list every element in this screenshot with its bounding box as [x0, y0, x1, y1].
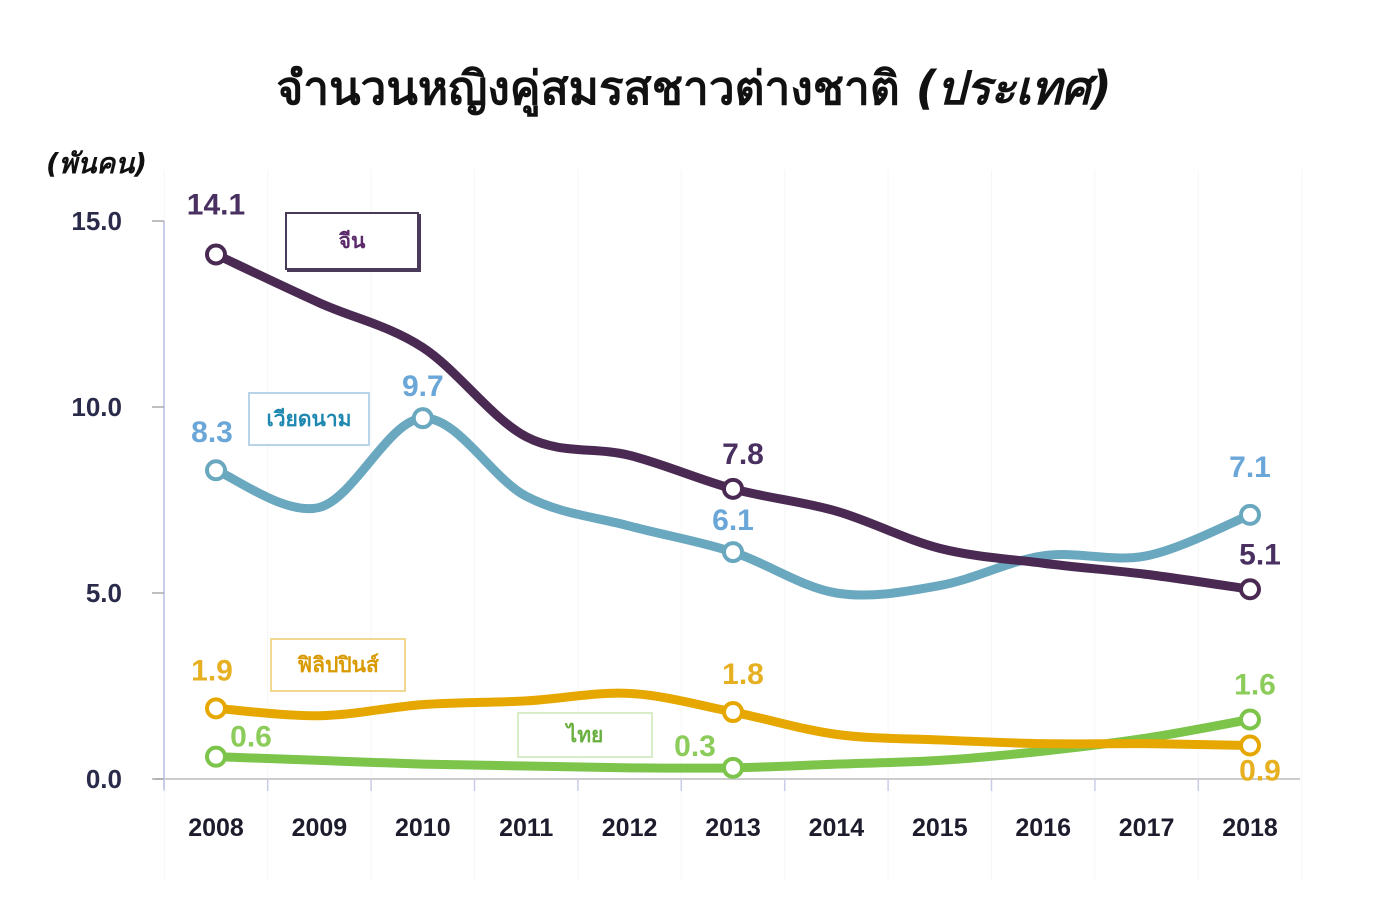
- data-label: 14.1: [187, 188, 245, 221]
- data-point-marker: [205, 243, 227, 266]
- data-point-marker: [205, 745, 227, 768]
- legend-label-thai: ไทย: [517, 712, 653, 758]
- data-point-marker: [722, 756, 744, 779]
- data-label: 1.9: [191, 654, 233, 687]
- chart-title-suffix: (ประเทศ): [915, 61, 1112, 115]
- data-label: 7.1: [1229, 451, 1271, 484]
- y-tick-label: 5.0: [86, 578, 122, 608]
- x-tick-label: 2013: [705, 814, 761, 842]
- data-point-marker: [1239, 734, 1261, 757]
- data-label: 5.1: [1239, 538, 1281, 571]
- data-label: 7.8: [722, 438, 764, 471]
- y-tick-label: 0.0: [86, 764, 122, 794]
- series-china: [205, 243, 1261, 601]
- x-tick-label: 2010: [395, 814, 451, 842]
- legend-label-philippines: ฟิลิปปินส์: [270, 638, 406, 692]
- data-point-marker: [205, 459, 227, 482]
- data-point-marker: [411, 407, 434, 430]
- x-tick-label: 2008: [188, 814, 244, 842]
- data-point-marker: [722, 701, 744, 724]
- x-tick-label: 2011: [499, 814, 553, 842]
- x-tick-label: 2017: [1119, 814, 1175, 842]
- data-point-marker: [1239, 578, 1261, 601]
- x-tick-label: 2009: [292, 814, 348, 842]
- series-vietnam: [205, 407, 1261, 600]
- data-label: 0.9: [1239, 755, 1281, 788]
- data-label: 0.6: [230, 721, 272, 754]
- data-label: 1.8: [722, 658, 764, 691]
- series-philippines: [205, 688, 1261, 757]
- y-tick-label: 10.0: [71, 392, 122, 422]
- chart-title-text: จำนวนหญิงคู่สมรสชาวต่างชาติ: [276, 61, 900, 115]
- legend-label-china: จีน: [285, 212, 419, 270]
- x-tick-label: 2016: [1015, 814, 1071, 842]
- chart-title: จำนวนหญิงคู่สมรสชาวต่างชาติ (ประเทศ): [0, 52, 1388, 125]
- data-label: 1.6: [1234, 668, 1276, 701]
- legend-label-vietnam: เวียดนาม: [248, 392, 370, 446]
- data-label: 8.3: [191, 416, 233, 449]
- x-tick-label: 2014: [809, 814, 865, 842]
- data-label: 6.1: [712, 504, 754, 537]
- data-label: 0.3: [674, 730, 716, 763]
- y-tick-label: 15.0: [71, 206, 122, 236]
- data-label: 9.7: [402, 370, 444, 403]
- x-tick-label: 2018: [1222, 814, 1278, 842]
- x-tick-label: 2015: [912, 814, 968, 842]
- data-point-marker: [1239, 503, 1261, 526]
- data-point-marker: [205, 697, 227, 720]
- x-tick-label: 2012: [602, 814, 658, 842]
- data-point-marker: [722, 541, 744, 564]
- data-point-marker: [1239, 708, 1261, 731]
- data-point-marker: [722, 477, 744, 500]
- y-axis-unit-label: (พันคน): [46, 147, 148, 180]
